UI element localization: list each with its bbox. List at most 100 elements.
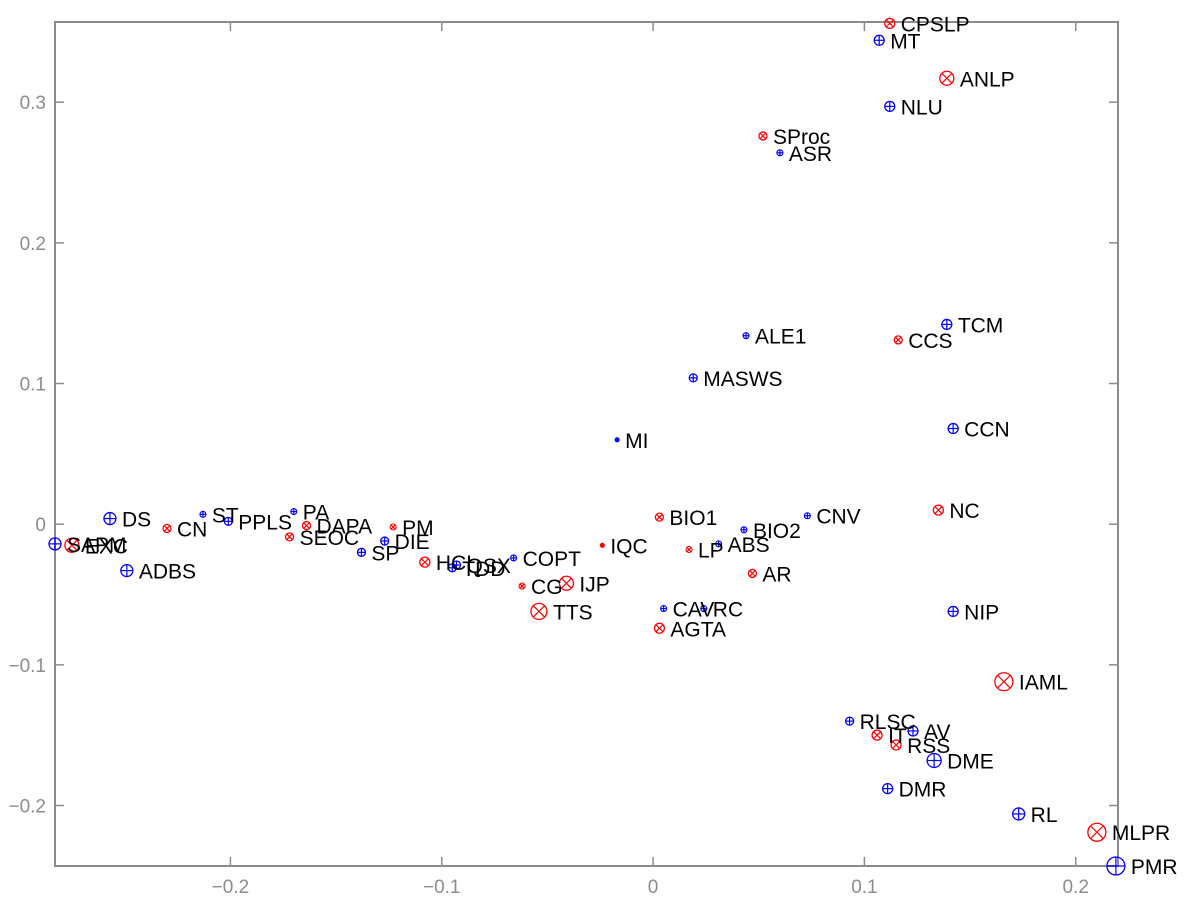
point-label-ccs: CCS <box>908 330 952 353</box>
x-tick-label: −0.1 <box>423 877 461 898</box>
point-label-dmr: DMR <box>899 779 947 802</box>
data-point-sapm <box>48 537 62 551</box>
data-point-ds <box>103 511 117 526</box>
point-label-ccn: CCN <box>964 419 1010 442</box>
data-point-sp <box>356 547 367 557</box>
point-label-tcm: TCM <box>958 314 1004 337</box>
data-point-pm <box>389 523 397 531</box>
point-label-rc: RC <box>713 599 743 622</box>
point-label-ar: AR <box>762 563 791 586</box>
point-label-rlsc: RLSC <box>860 711 916 734</box>
data-point-cnv <box>803 512 811 520</box>
point-label-exc: EXC <box>85 535 128 558</box>
point-label-cav: CAV <box>673 599 715 622</box>
data-point-bio1 <box>654 512 665 522</box>
data-point-bio2 <box>740 526 748 534</box>
point-label-rl: RL <box>1031 804 1058 827</box>
x-tick-label: 0.2 <box>1063 877 1089 898</box>
point-label-av: AV <box>924 721 950 744</box>
data-point-cpslp <box>884 17 896 30</box>
data-point-seoc <box>284 532 295 542</box>
point-label-sp: SP <box>371 542 399 565</box>
point-label-bio2: BIO2 <box>753 520 801 543</box>
data-point-tcm <box>941 318 953 331</box>
y-tick-label: 0 <box>35 515 46 536</box>
data-point-tts <box>530 602 548 621</box>
point-label-sproc: SProc <box>773 126 830 149</box>
point-label-die: DIE <box>395 531 430 554</box>
point-label-lp: LP <box>698 540 724 563</box>
point-label-ijp: IJP <box>579 573 609 596</box>
data-point-lp <box>685 545 693 554</box>
data-point-rlsc <box>844 716 855 726</box>
data-point-ccn <box>947 422 959 435</box>
data-point-abs <box>715 540 723 548</box>
data-point-ccs <box>893 335 903 345</box>
data-point-nc <box>932 504 945 516</box>
data-point-iaml <box>994 672 1014 692</box>
data-point-av <box>907 725 919 737</box>
x-tick-label: 0.1 <box>851 877 877 898</box>
point-label-abs: ABS <box>728 534 770 557</box>
data-point-it <box>871 729 883 741</box>
data-point-iqc <box>599 542 605 548</box>
data-point-ppls <box>223 516 233 527</box>
point-label-adbs: ADBS <box>139 561 196 584</box>
data-point-nip <box>947 605 959 618</box>
point-label-anlp: ANLP <box>960 68 1015 91</box>
point-label-hci: HCI <box>436 552 472 575</box>
data-point-cg <box>518 582 526 590</box>
data-point-exc <box>64 537 80 553</box>
point-label-nip: NIP <box>964 601 999 624</box>
data-point-st <box>199 510 207 518</box>
data-point-dapa <box>301 520 312 531</box>
data-point-cn <box>162 523 172 534</box>
point-label-dme: DME <box>947 751 994 774</box>
data-point-adbs <box>120 563 134 578</box>
point-label-iqc: IQC <box>610 535 647 558</box>
data-point-dmr <box>881 782 894 795</box>
point-label-masws: MASWS <box>703 368 782 391</box>
y-tick-label: −0.1 <box>8 656 46 677</box>
data-point-ar <box>747 568 758 579</box>
point-label-pa: PA <box>303 502 329 525</box>
point-label-it: IT <box>888 725 907 748</box>
y-tick-label: 0.2 <box>20 234 46 255</box>
point-label-rss: RSS <box>907 735 950 758</box>
x-tick-label: 0 <box>648 877 659 898</box>
data-points <box>48 17 1126 876</box>
point-label-asr: ASR <box>789 143 832 166</box>
point-label-nlu: NLU <box>901 96 943 119</box>
point-label-ds: DS <box>122 509 151 532</box>
data-point-rl <box>1012 807 1026 821</box>
data-point-dme <box>926 752 942 769</box>
point-label-mlpr: MLPR <box>1112 822 1170 845</box>
data-point-tdd <box>447 563 457 573</box>
point-label-cnv: CNV <box>816 506 860 529</box>
point-label-sapm: SAPM <box>67 534 127 557</box>
point-label-iaml: IAML <box>1019 672 1068 695</box>
data-point-ale1 <box>742 332 750 340</box>
data-point-die <box>380 536 390 546</box>
data-point-sproc <box>758 131 768 141</box>
data-point-anlp <box>939 70 955 86</box>
point-label-copt: COPT <box>523 548 582 571</box>
axes: −0.2 −0.1 0 0.1 0.2 −0.2 −0.1 0 0.1 0.2 0.3 <box>8 21 1119 898</box>
point-label-mi: MI <box>625 430 648 453</box>
data-point-mt <box>873 34 885 46</box>
point-label-agta: AGTA <box>670 618 726 641</box>
data-point-agta <box>653 622 666 634</box>
point-label-qsx: QSX <box>467 555 511 578</box>
point-label-pm: PM <box>402 517 434 540</box>
data-point-mi <box>614 437 620 443</box>
data-point-rc <box>700 605 708 613</box>
data-point-pmr <box>1106 856 1126 876</box>
point-label-tdd: TDD <box>462 558 505 581</box>
data-point-hci <box>419 556 431 568</box>
point-label-cpslp: CPSLP <box>901 13 970 36</box>
data-point-asr <box>776 149 784 157</box>
point-label-bio1: BIO1 <box>669 507 717 530</box>
point-label-ale1: ALE1 <box>755 326 806 349</box>
data-point-mlpr <box>1087 822 1107 842</box>
